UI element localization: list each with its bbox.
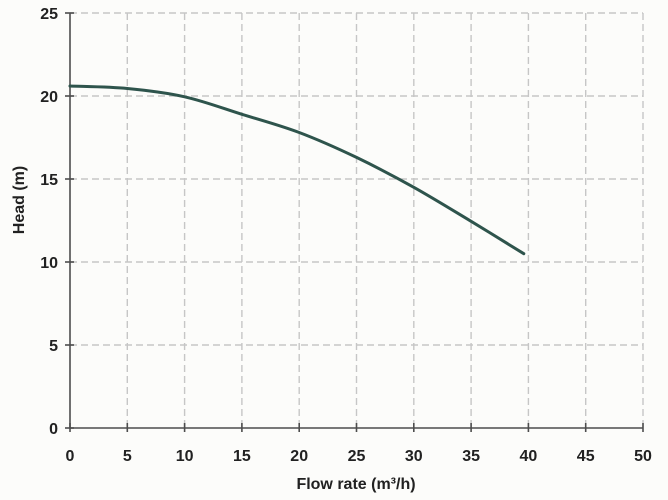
x-tick-label: 35	[462, 448, 480, 465]
x-tick-label: 15	[233, 448, 251, 465]
x-tick-label: 5	[123, 448, 132, 465]
tick-labels: 0 5 10 15 20 25 30 35 40 45 50 0 5 10 15 20 25	[40, 6, 652, 465]
x-tick-label: 40	[520, 448, 538, 465]
y-tick-label: 15	[40, 172, 58, 189]
y-tick-label: 25	[40, 6, 58, 23]
x-axis-title: Flow rate (m³/h)	[296, 476, 415, 493]
x-tick-label: 20	[290, 448, 308, 465]
tick-marks	[65, 12, 644, 432]
y-tick-label: 5	[49, 338, 58, 355]
pump-curve-line	[68, 84, 526, 256]
x-tick-label: 30	[405, 448, 423, 465]
y-axis-title: Head (m)	[11, 166, 28, 234]
x-tick-label: 25	[348, 448, 366, 465]
x-tick-label: 45	[577, 448, 595, 465]
x-tick-label: 50	[634, 448, 652, 465]
gridlines	[70, 12, 644, 428]
x-tick-label: 10	[176, 448, 194, 465]
x-tick-label: 0	[66, 448, 75, 465]
y-tick-label: 0	[49, 421, 58, 438]
y-tick-label: 20	[40, 89, 58, 106]
y-tick-label: 10	[40, 255, 58, 272]
